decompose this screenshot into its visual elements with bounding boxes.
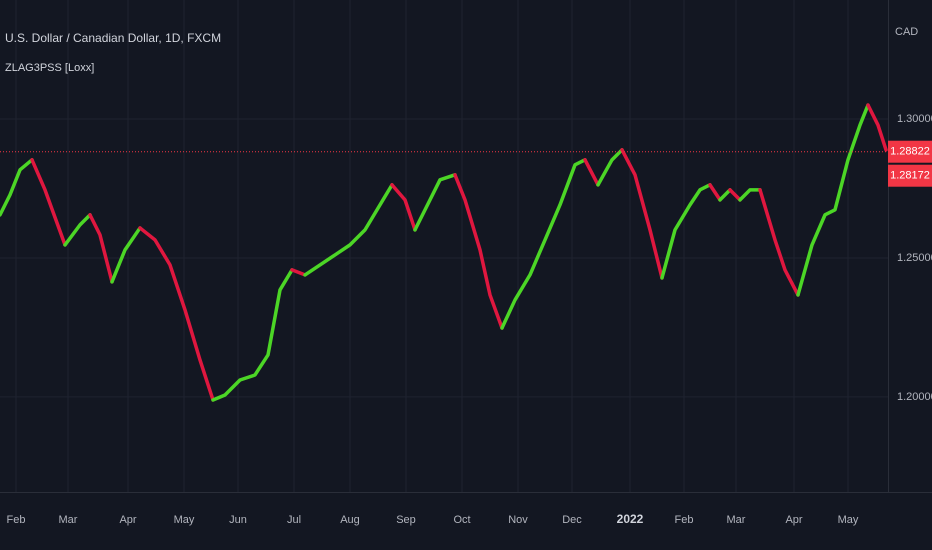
y-tick-label: 1.25000 bbox=[897, 252, 932, 264]
indicator-line bbox=[500, 158, 587, 330]
x-tick-label: Feb bbox=[675, 514, 694, 526]
x-tick-label: May bbox=[174, 514, 195, 526]
x-tick-label: Nov bbox=[508, 514, 528, 526]
axis-currency: CAD bbox=[895, 26, 918, 38]
x-tick-label: Aug bbox=[340, 514, 360, 526]
x-tick-label: Feb bbox=[7, 514, 26, 526]
indicator-line bbox=[596, 148, 624, 187]
indicator-line bbox=[303, 183, 394, 277]
indicator-line bbox=[110, 226, 142, 284]
y-tick-label: 1.30000 bbox=[897, 113, 932, 125]
price-marker-label: 1.28172 bbox=[890, 170, 930, 182]
indicator-line bbox=[63, 213, 92, 247]
x-tick-label: Jul bbox=[287, 514, 301, 526]
x-tick-label: Jun bbox=[229, 514, 247, 526]
indicator-line bbox=[211, 268, 294, 402]
indicator-line bbox=[796, 103, 870, 297]
indicator-line bbox=[660, 183, 712, 280]
indicator-line bbox=[718, 188, 732, 202]
indicator-line bbox=[738, 188, 762, 202]
x-tick-label: 2022 bbox=[617, 512, 644, 526]
price-marker-label: 1.28822 bbox=[890, 146, 930, 158]
x-tick-label: Mar bbox=[727, 514, 746, 526]
x-tick-label: Oct bbox=[453, 514, 470, 526]
indicator-line bbox=[290, 268, 307, 277]
x-tick-label: Dec bbox=[562, 514, 582, 526]
indicator-line bbox=[453, 173, 504, 330]
indicator-line bbox=[0, 158, 34, 217]
grid bbox=[0, 0, 888, 492]
x-tick-label: May bbox=[838, 514, 859, 526]
indicator-line bbox=[758, 188, 800, 297]
y-tick-label: 1.20000 bbox=[897, 391, 932, 403]
indicator-name: ZLAG3PSS [Loxx] bbox=[5, 62, 94, 74]
x-tick-label: Sep bbox=[396, 514, 416, 526]
indicator-line bbox=[583, 158, 600, 187]
indicator-line bbox=[88, 213, 114, 284]
x-tick-label: Apr bbox=[785, 514, 802, 526]
indicator-line bbox=[390, 183, 417, 232]
indicator-line bbox=[728, 188, 742, 202]
indicator-line bbox=[866, 103, 888, 152]
indicator-line bbox=[30, 158, 67, 247]
indicator-line bbox=[138, 226, 215, 402]
price-marker-box bbox=[888, 140, 932, 163]
x-tick-label: Mar bbox=[59, 514, 78, 526]
indicator-line bbox=[413, 173, 457, 232]
indicator-line bbox=[708, 183, 722, 202]
chart-title: U.S. Dollar / Canadian Dollar, 1D, FXCM bbox=[5, 31, 221, 45]
price-marker-box bbox=[888, 164, 932, 187]
x-tick-label: Apr bbox=[119, 514, 136, 526]
indicator-line bbox=[620, 148, 664, 280]
